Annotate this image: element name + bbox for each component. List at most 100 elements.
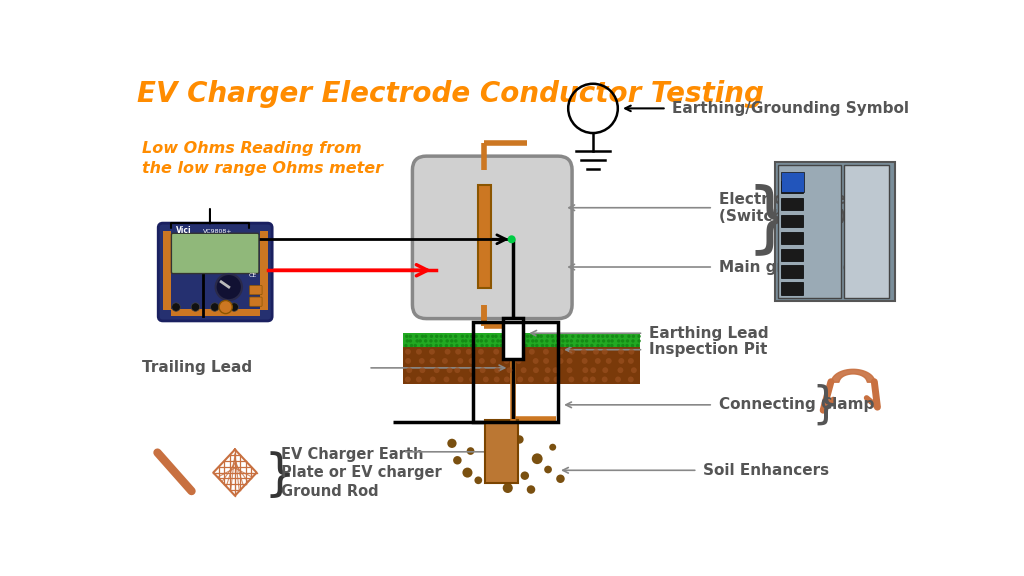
Circle shape <box>556 475 564 483</box>
Circle shape <box>469 377 475 382</box>
Circle shape <box>510 344 513 347</box>
Circle shape <box>569 344 573 347</box>
Circle shape <box>474 476 482 484</box>
Circle shape <box>571 335 574 338</box>
Circle shape <box>544 465 552 473</box>
Circle shape <box>569 349 574 355</box>
Circle shape <box>628 377 634 382</box>
Circle shape <box>616 339 621 343</box>
Circle shape <box>191 303 200 311</box>
Circle shape <box>545 367 551 373</box>
Circle shape <box>469 339 472 343</box>
Circle shape <box>595 358 601 364</box>
Circle shape <box>494 377 500 382</box>
Circle shape <box>575 344 579 347</box>
Circle shape <box>592 339 595 343</box>
Circle shape <box>415 335 418 338</box>
Circle shape <box>495 335 498 338</box>
Circle shape <box>406 349 411 355</box>
Circle shape <box>424 335 427 338</box>
Circle shape <box>507 367 512 373</box>
Circle shape <box>492 335 495 338</box>
Circle shape <box>443 377 450 382</box>
Circle shape <box>556 335 560 338</box>
Text: Inspection Pit: Inspection Pit <box>649 342 767 357</box>
Circle shape <box>480 344 484 347</box>
Circle shape <box>611 335 614 338</box>
Circle shape <box>404 377 411 382</box>
Circle shape <box>583 377 589 382</box>
Circle shape <box>564 335 568 338</box>
Circle shape <box>496 344 499 347</box>
Circle shape <box>461 339 465 343</box>
Circle shape <box>429 344 432 347</box>
Circle shape <box>549 444 556 450</box>
Circle shape <box>618 349 624 355</box>
Circle shape <box>406 335 409 338</box>
Text: Vici: Vici <box>176 226 191 235</box>
Circle shape <box>444 344 449 347</box>
Circle shape <box>531 453 543 464</box>
Circle shape <box>406 339 409 343</box>
Circle shape <box>615 377 621 382</box>
Bar <box>781 215 803 227</box>
Circle shape <box>406 358 411 364</box>
Bar <box>778 165 841 298</box>
Circle shape <box>503 483 513 493</box>
Circle shape <box>528 349 535 355</box>
Circle shape <box>554 377 559 382</box>
Circle shape <box>534 367 539 373</box>
Circle shape <box>581 344 584 347</box>
Circle shape <box>561 339 564 343</box>
Circle shape <box>551 335 554 338</box>
Circle shape <box>505 344 509 347</box>
Circle shape <box>628 358 634 364</box>
Circle shape <box>449 335 453 338</box>
Circle shape <box>605 335 609 338</box>
Circle shape <box>416 339 419 343</box>
Circle shape <box>627 335 631 338</box>
Circle shape <box>465 344 468 347</box>
Circle shape <box>593 349 599 355</box>
Circle shape <box>478 349 483 355</box>
Circle shape <box>536 344 539 347</box>
Circle shape <box>458 377 464 382</box>
Circle shape <box>434 367 439 373</box>
Circle shape <box>420 367 425 373</box>
Text: EV Charger Electrode Conductor Testing: EV Charger Electrode Conductor Testing <box>137 80 764 108</box>
Circle shape <box>444 335 447 338</box>
Circle shape <box>429 349 435 355</box>
Circle shape <box>505 339 508 343</box>
Circle shape <box>469 358 474 364</box>
Circle shape <box>520 471 529 480</box>
Circle shape <box>442 358 447 364</box>
FancyBboxPatch shape <box>159 223 272 321</box>
Circle shape <box>230 303 239 311</box>
Circle shape <box>483 377 488 382</box>
Circle shape <box>500 344 503 347</box>
Bar <box>781 282 803 295</box>
Text: Low Ohms Reading from
the low range Ohms meter: Low Ohms Reading from the low range Ohms… <box>142 142 383 176</box>
Circle shape <box>610 344 613 347</box>
Circle shape <box>476 339 479 343</box>
Bar <box>473 321 558 422</box>
Circle shape <box>585 339 589 343</box>
Text: }: } <box>745 184 794 257</box>
Circle shape <box>532 358 539 364</box>
Circle shape <box>552 339 555 343</box>
Circle shape <box>490 358 496 364</box>
Bar <box>781 181 803 193</box>
Circle shape <box>631 339 635 343</box>
Circle shape <box>434 339 437 343</box>
Bar <box>781 198 803 210</box>
Circle shape <box>596 344 600 347</box>
Text: VC9808+: VC9808+ <box>203 229 232 234</box>
Circle shape <box>541 344 544 347</box>
Circle shape <box>474 335 478 338</box>
Circle shape <box>416 377 422 382</box>
Circle shape <box>543 358 549 364</box>
Circle shape <box>636 344 639 347</box>
Text: EV Charger Earth
Plate or EV charger
Ground Rod: EV Charger Earth Plate or EV charger Gro… <box>282 446 442 499</box>
Circle shape <box>484 339 487 343</box>
Text: Electrical Panel
(Switch Board): Electrical Panel (Switch Board) <box>719 191 851 224</box>
